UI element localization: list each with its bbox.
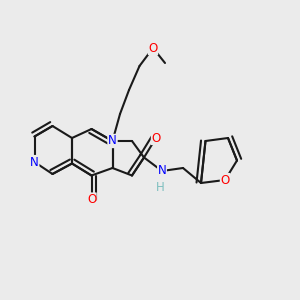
Text: O: O bbox=[148, 41, 158, 55]
Text: H: H bbox=[156, 181, 165, 194]
Text: N: N bbox=[30, 155, 39, 169]
Text: N: N bbox=[108, 134, 117, 148]
Text: N: N bbox=[108, 134, 117, 148]
Text: O: O bbox=[152, 131, 160, 145]
Text: O: O bbox=[220, 173, 230, 187]
Text: N: N bbox=[158, 164, 166, 178]
Text: O: O bbox=[87, 193, 96, 206]
